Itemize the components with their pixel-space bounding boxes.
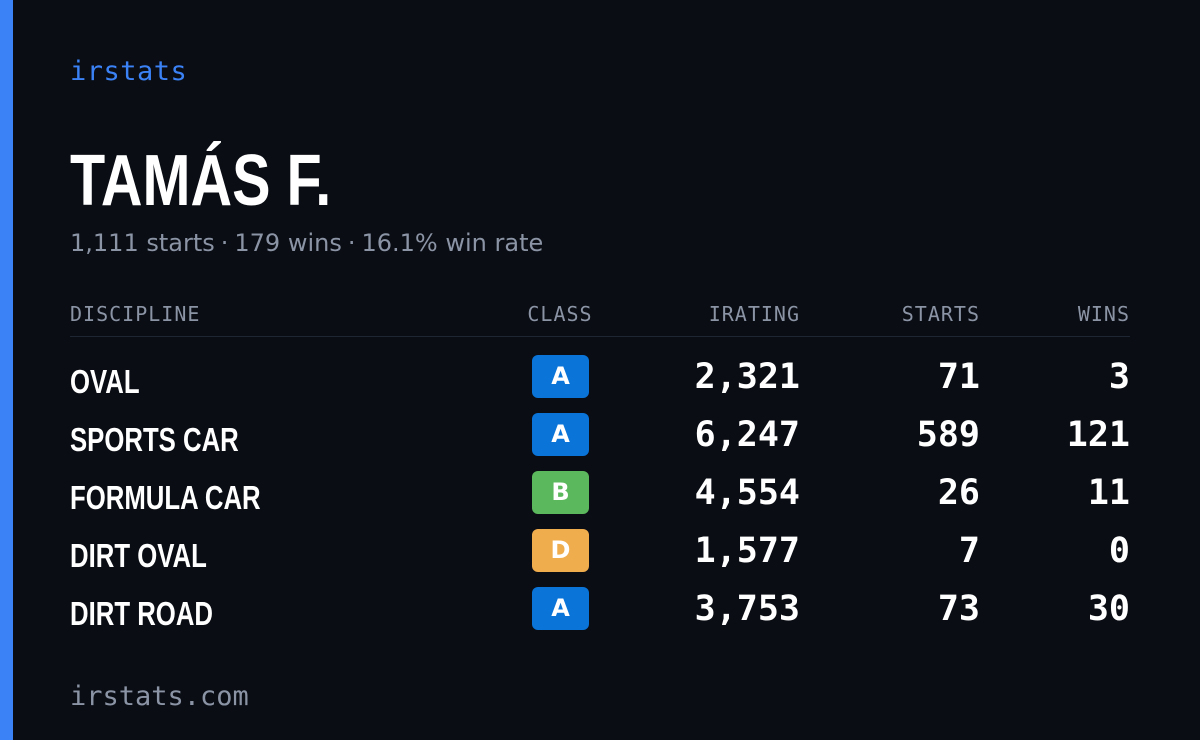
discipline-name: DIRT ROAD (70, 595, 213, 632)
wins-value: 3 (1108, 357, 1130, 397)
irating-value: 1,577 (694, 531, 800, 571)
summary-win-rate: 16.1% win rate (361, 229, 544, 257)
irating-value: 4,554 (694, 473, 800, 513)
driver-name: TAMÁS F. (70, 141, 332, 221)
starts-value: 7 (958, 531, 980, 571)
table-row: OVAL A 2,321 71 3 (70, 353, 1130, 411)
table-row: FORMULA CAR B 4,554 26 11 (70, 469, 1130, 527)
class-badge: A (532, 587, 589, 630)
discipline-name: FORMULA CAR (70, 479, 261, 516)
table-row: SPORTS CAR A 6,247 589 121 (70, 411, 1130, 469)
header-wins: WINS (1077, 302, 1130, 326)
career-summary: 1,111 starts · 179 wins · 16.1% win rate (70, 229, 543, 257)
header-irating: IRATING (708, 302, 800, 326)
class-badge: B (532, 471, 589, 514)
accent-bar (0, 0, 13, 740)
summary-separator: · (347, 229, 356, 257)
starts-value: 71 (937, 357, 980, 397)
starts-value: 73 (937, 589, 980, 629)
irating-value: 3,753 (694, 589, 800, 629)
wins-value: 121 (1066, 415, 1130, 455)
table-row: DIRT ROAD A 3,753 73 30 (70, 585, 1130, 643)
class-badge: A (532, 413, 589, 456)
footer-url: irstats.com (70, 681, 249, 712)
class-badge: A (532, 355, 589, 398)
table-body: OVAL A 2,321 71 3 SPORTS CAR A 6,247 589… (70, 337, 1130, 643)
table-header-row: DISCIPLINE CLASS IRATING STARTS WINS (70, 300, 1130, 337)
summary-separator: · (220, 229, 229, 257)
wins-value: 0 (1108, 531, 1130, 571)
header-starts: STARTS (901, 302, 980, 326)
header-discipline: DISCIPLINE (70, 302, 201, 326)
wins-value: 30 (1087, 589, 1130, 629)
starts-value: 589 (916, 415, 980, 455)
starts-value: 26 (937, 473, 980, 513)
discipline-name: DIRT OVAL (70, 537, 207, 574)
discipline-stats-table: DISCIPLINE CLASS IRATING STARTS WINS OVA… (70, 300, 1130, 643)
discipline-name: OVAL (70, 363, 140, 400)
header-class: CLASS (527, 302, 593, 326)
summary-starts: 1,111 starts (70, 229, 215, 257)
irating-value: 6,247 (694, 415, 800, 455)
brand-logo-text: irstats (70, 56, 188, 87)
irating-value: 2,321 (694, 357, 800, 397)
class-badge: D (532, 529, 589, 572)
summary-wins: 179 wins (234, 229, 342, 257)
discipline-name: SPORTS CAR (70, 421, 239, 458)
wins-value: 11 (1087, 473, 1130, 513)
table-row: DIRT OVAL D 1,577 7 0 (70, 527, 1130, 585)
